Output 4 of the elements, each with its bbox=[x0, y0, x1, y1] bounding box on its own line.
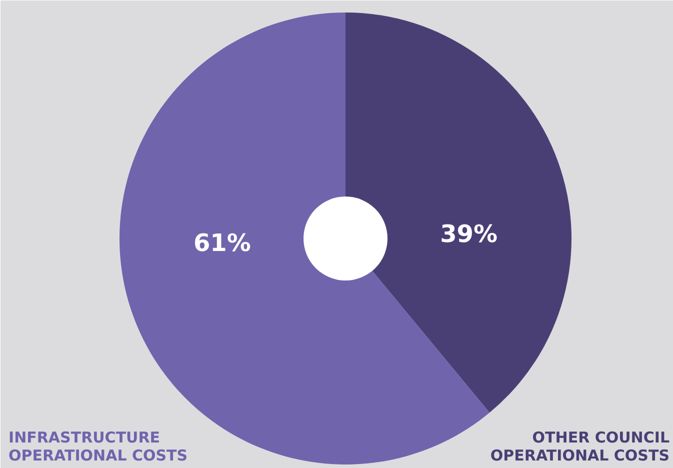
slice-label: INFRASTRUCTURE OPERATIONAL COSTS bbox=[8, 428, 188, 464]
slice-label: OTHER COUNCIL OPERATIONAL COSTS bbox=[490, 428, 670, 464]
data-label: 39% bbox=[440, 220, 498, 248]
data-label: 61% bbox=[193, 228, 251, 257]
